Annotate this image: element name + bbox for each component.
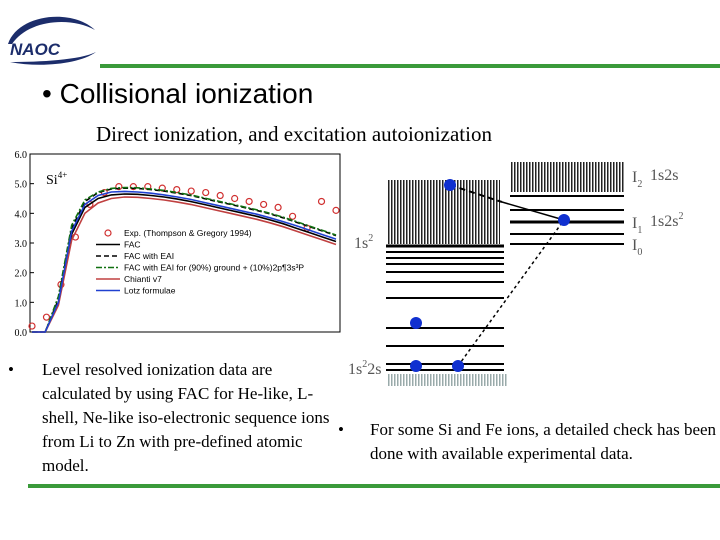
energy-level-diagram: I2 1s2s I1 1s2s2 I0 1s2 1s22s [348, 162, 683, 386]
footer-divider [28, 484, 720, 488]
exp-data-point [231, 194, 239, 203]
exp-data-point [332, 206, 340, 214]
bullet-right-text: For some Si and Fe ions, a detailed chec… [370, 420, 717, 463]
continuum-band-right [510, 162, 624, 192]
legend-marker [104, 229, 112, 237]
title-bullet: • [42, 78, 52, 109]
exp-data-point [260, 200, 268, 209]
y-tick-label: 2.0 [15, 269, 28, 280]
low-continuum-band [388, 374, 508, 386]
series-line-4 [32, 196, 337, 333]
transition-dotted [457, 219, 565, 367]
level-dot-low-left [410, 360, 422, 372]
level-dot-mid [410, 317, 422, 329]
bullet-left-text: Level resolved ionization data are calcu… [42, 360, 330, 475]
y-tick-label: 5.0 [15, 180, 28, 191]
exp-data-point [115, 183, 123, 191]
y-tick-label: 4.0 [15, 209, 28, 220]
exp-data-point [28, 322, 36, 330]
slide-title: • Collisional ionization [42, 78, 313, 110]
transition-solid [501, 201, 565, 221]
bullet-left: • Level resolved ionization data are cal… [8, 358, 338, 478]
continuum-band-left [388, 180, 500, 244]
bullet-right: • For some Si and Fe ions, a detailed ch… [338, 418, 718, 466]
label-i2: I2 [632, 169, 642, 190]
level-dot-low-right [452, 360, 464, 372]
logo-text: NAOC [10, 40, 61, 59]
series-line-5 [32, 190, 337, 333]
label-i1: I1 [632, 215, 642, 236]
y-tick-label: 3.0 [15, 239, 28, 250]
y-tick-label: 1.0 [15, 298, 28, 309]
exp-data-point [274, 203, 282, 212]
header-divider [100, 64, 720, 68]
exp-data-point [187, 187, 195, 195]
left-level-lines [386, 244, 504, 371]
exp-data-point [245, 197, 253, 206]
legend-label: Chianti v7 [124, 274, 162, 284]
transition-dashed [449, 184, 503, 203]
plot-frame [29, 153, 341, 333]
naoc-swoosh-underline-icon [10, 52, 96, 65]
ion-label: Si4+ [46, 170, 67, 188]
level-dot-top [444, 179, 456, 191]
naoc-swoosh-icon [8, 16, 95, 44]
label-i2-config: 1s2s [650, 167, 678, 184]
series-layer [28, 183, 340, 333]
naoc-logo: NAOC [8, 16, 96, 65]
y-axis-ticks: 0.0 1.0 2.0 3.0 4.0 5.0 6.0 [15, 150, 34, 338]
exp-data-point [129, 183, 137, 191]
series-line-1 [32, 193, 337, 333]
series-line-3 [32, 186, 337, 333]
series-line-2 [32, 187, 337, 333]
slide-subtitle: Direct ionization, and excitation autoio… [96, 122, 492, 146]
exp-data-point [216, 191, 224, 200]
exp-data-point [202, 188, 210, 197]
legend-label: FAC [124, 240, 141, 250]
legend-label: Exp. (Thompson & Gregory 1994) [124, 228, 252, 238]
exp-data-point [288, 212, 297, 220]
bullet-marker: • [338, 420, 344, 439]
exp-data-point [42, 313, 51, 321]
legend-label: Lotz formulae [124, 286, 176, 296]
bullet-marker: • [8, 360, 14, 379]
level-dot-right [558, 214, 570, 226]
exp-data-point [158, 184, 166, 192]
exp-data-point [317, 197, 326, 206]
label-low-config: 1s22s [348, 359, 381, 378]
y-tick-label: 6.0 [15, 150, 28, 161]
label-mid-config: 1s2 [354, 233, 373, 252]
legend-label: FAC with EAI [124, 251, 174, 261]
ionization-chart: 0.0 1.0 2.0 3.0 4.0 5.0 6.0 Si4+ Exp. (Thompso… [15, 150, 341, 338]
legend-label: FAC with EAI for (90%) ground + (10%)2p¶… [124, 263, 304, 273]
title-text: Collisional ionization [59, 78, 314, 109]
label-i0: I0 [632, 237, 642, 258]
label-i1-config: 1s2s2 [650, 211, 683, 230]
y-tick-label: 0.0 [15, 328, 28, 338]
exp-data-point [173, 185, 181, 194]
